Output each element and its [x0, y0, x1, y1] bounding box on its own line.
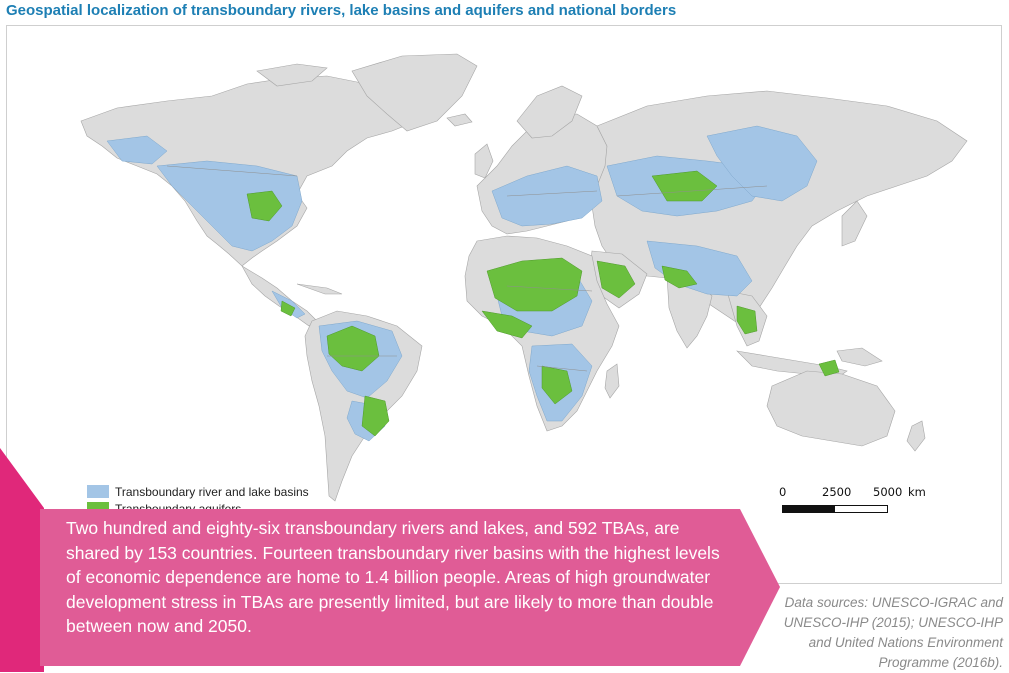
- aquifer-arabia: [596, 260, 636, 299]
- world-map: Transboundary river and lake basins Tran…: [6, 25, 1002, 584]
- basin-europe: [491, 165, 603, 227]
- callout-text: Two hundred and eighty-six transboundary…: [66, 518, 720, 636]
- aquifer-kalahari: [541, 365, 573, 405]
- aquifer-guarani: [361, 395, 390, 437]
- new-guinea: [836, 347, 883, 367]
- new-zealand: [906, 420, 926, 452]
- map-canvas: [80, 53, 968, 502]
- aquifer-central-asia: [651, 170, 718, 202]
- aquifer-sahel: [481, 310, 533, 339]
- aquifers-layer: [246, 170, 840, 437]
- cuba: [296, 283, 343, 295]
- aquifer-north-america: [246, 190, 283, 222]
- greenland: [351, 53, 478, 132]
- british-isles: [474, 143, 494, 179]
- australia: [766, 370, 896, 447]
- scale-bar-graphic: [782, 505, 888, 513]
- iceland: [446, 113, 473, 127]
- aquifer-sahara: [486, 257, 583, 312]
- aquifer-new-guinea: [818, 359, 840, 377]
- aquifer-southeast-asia: [736, 305, 758, 335]
- data-sources: Data sources: UNESCO-IGRAC and UNESCO-IH…: [783, 595, 1003, 670]
- scandinavia: [516, 85, 583, 139]
- page-title: Geospatial localization of transboundary…: [6, 2, 677, 19]
- arctic-islands: [256, 63, 328, 87]
- basin-south-asia: [646, 240, 753, 297]
- scale-label-unit: km: [908, 485, 926, 499]
- basin-east-asia: [706, 125, 818, 202]
- legend-label-river-basins: Transboundary river and lake basins: [115, 484, 309, 499]
- callout-arrow-box: [40, 509, 780, 666]
- basin-north-america: [156, 160, 303, 252]
- river-basins-layer: [106, 125, 818, 442]
- basin-yukon: [106, 135, 168, 165]
- scale-label-5000: 5000: [873, 485, 903, 499]
- scale-label-2500: 2500: [822, 485, 852, 499]
- pink-side-accent: [0, 448, 44, 672]
- scale-label-0: 0: [779, 485, 787, 499]
- scale-bar-black-segment: [783, 506, 835, 512]
- national-borders: [166, 165, 768, 372]
- scale-bar: 0 2500 5000 km: [777, 485, 926, 517]
- legend-item-river-basins: Transboundary river and lake basins: [87, 483, 309, 500]
- legend-swatch-river-basins: [87, 485, 109, 498]
- aquifer-india: [661, 265, 698, 289]
- madagascar: [604, 363, 620, 399]
- aquifer-central-america: [280, 300, 296, 317]
- japan: [841, 200, 868, 247]
